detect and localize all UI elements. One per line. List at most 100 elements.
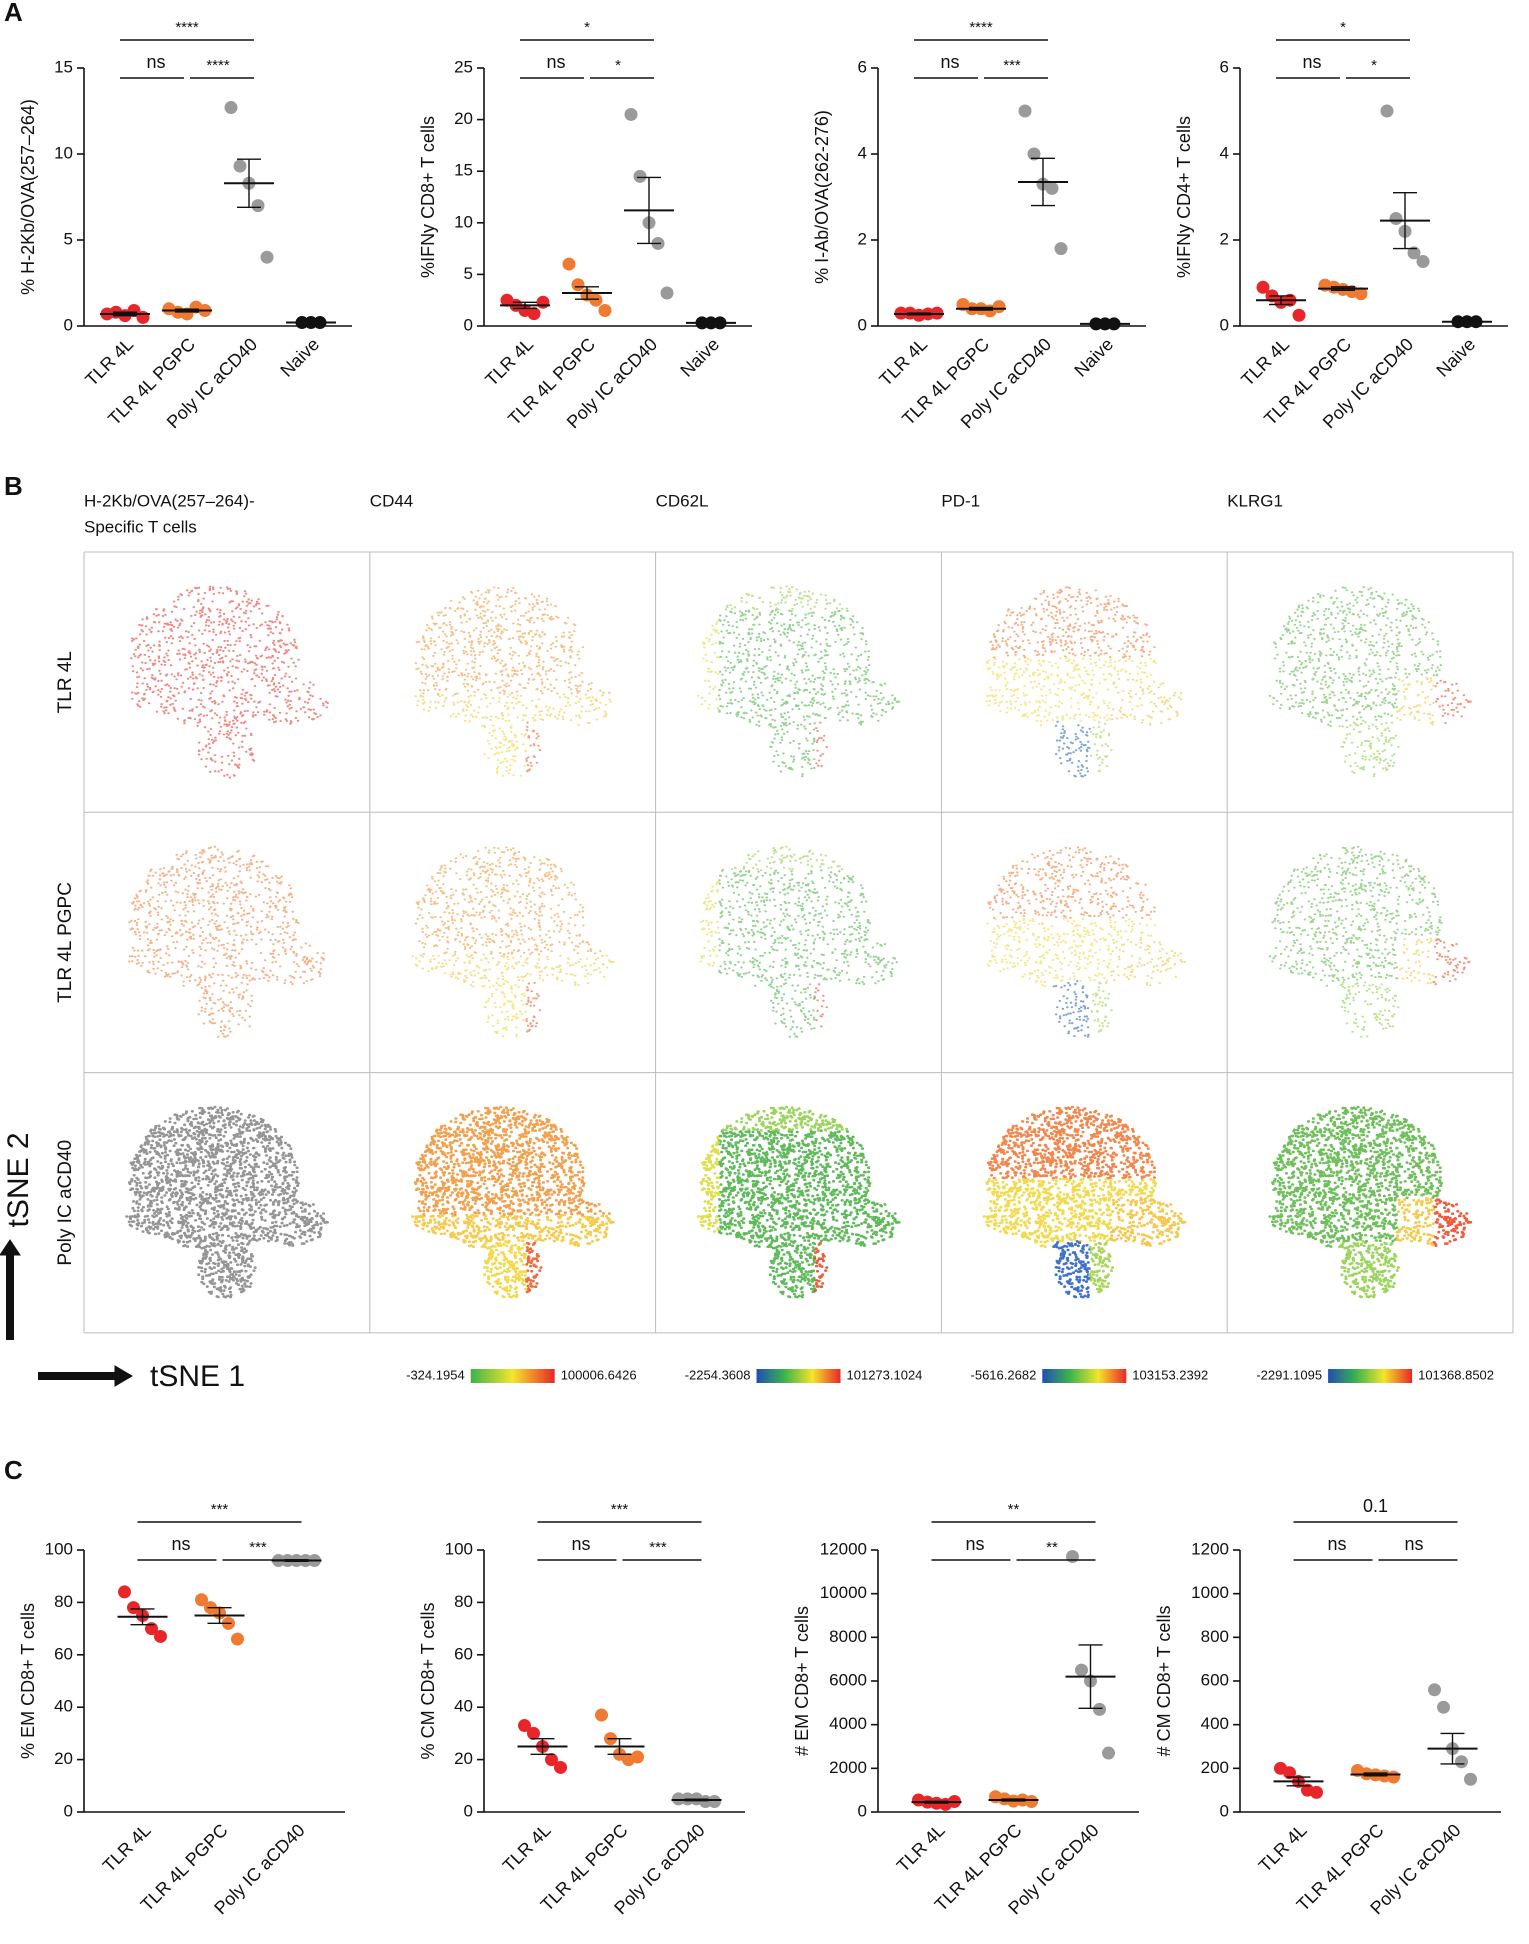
column-title: CD44 [370, 491, 413, 510]
sem-bar [607, 1737, 632, 1756]
tsne-cloud [411, 953, 615, 988]
sem-bar [237, 158, 261, 209]
sem-bar [907, 312, 931, 316]
tsne-cloud [813, 983, 828, 1028]
y-tick-label: 0 [464, 315, 473, 334]
tsne-cloud [1339, 981, 1400, 1038]
tsne-cloud [1268, 845, 1443, 987]
column-title: KLRG1 [1227, 491, 1283, 510]
data-point [536, 295, 550, 309]
y-tick-label: 2 [858, 229, 867, 248]
y-tick-label: 2 [1220, 229, 1229, 248]
data-point [1256, 280, 1270, 294]
y-tick-label: 100 [45, 1539, 73, 1558]
y-tick-label: 1000 [1191, 1583, 1229, 1602]
tsne-cloud [414, 846, 602, 956]
tsne-cloud [815, 721, 828, 767]
data-point [1292, 308, 1306, 322]
data-point [1389, 212, 1403, 225]
y-axis-label: %IFNy CD4+ T cells [1174, 116, 1194, 278]
column-title: PD-1 [941, 491, 980, 510]
tsne-cloud [413, 1105, 611, 1216]
y-tick-label: 0 [858, 315, 867, 334]
y-tick-label: 600 [1201, 1670, 1229, 1689]
panel-label: A [4, 0, 23, 27]
data-point [1416, 255, 1430, 268]
data-point [708, 1795, 721, 1809]
tsne-cloud [1089, 721, 1113, 773]
y-tick-label: 60 [454, 1644, 473, 1663]
tsne-cloud [125, 1105, 329, 1299]
tsne-cloud [1110, 678, 1183, 726]
sem-bar [530, 1737, 555, 1756]
y-tick-label: 60 [54, 1644, 73, 1663]
significance-label: **** [175, 19, 199, 36]
column-title: Specific T cells [84, 517, 197, 536]
y-tick-label: 5 [64, 229, 73, 248]
data-point [233, 159, 247, 173]
sem-bar [175, 308, 199, 313]
tsne-cloud [697, 620, 720, 710]
data-point [195, 1593, 208, 1607]
data-point [1093, 1702, 1106, 1716]
significance-label: ns [546, 52, 565, 72]
colorbar-max: 103153.2392 [1132, 1367, 1208, 1382]
row-title: Poly IC aCD40 [55, 1140, 76, 1266]
data-point [127, 1601, 140, 1615]
y-axis-label: %IFNy CD8+ T cells [418, 116, 438, 278]
tsne-cloud [1110, 936, 1187, 987]
significance-label: ns [171, 1534, 190, 1554]
x-tick-label: Naive [1070, 334, 1117, 381]
tsne-cloud [1434, 679, 1472, 724]
sem-bar [1363, 1772, 1388, 1777]
tsne-cloud [985, 657, 1157, 727]
y-tick-label: 0 [1220, 1801, 1229, 1820]
tsne-y-label: tSNE 2 [2, 1132, 35, 1227]
panel-label: C [4, 1455, 23, 1485]
tsne-cloud [1088, 1241, 1115, 1294]
tsne-cloud [481, 719, 528, 777]
y-tick-label: 8000 [829, 1627, 867, 1646]
tsne-cloud [1432, 1198, 1473, 1247]
y-tick-label: 0 [1220, 315, 1229, 334]
data-point [1354, 287, 1368, 301]
significance-label: ns [1327, 1534, 1346, 1554]
y-tick-label: 0 [64, 1801, 73, 1820]
tsne-cloud [1338, 719, 1400, 778]
data-point [631, 1750, 644, 1764]
data-point [1464, 1772, 1477, 1786]
sem-bar [113, 311, 137, 317]
y-tick-label: 6000 [829, 1670, 867, 1689]
sem-bar [1393, 192, 1417, 250]
sem-bar [1078, 1644, 1103, 1709]
x-tick-label: TLR 4L [481, 334, 537, 390]
sem-bar [637, 176, 661, 245]
sem-bar [1440, 1732, 1465, 1765]
tsne-cloud [480, 1240, 528, 1299]
colorbar-min: -2254.3608 [685, 1367, 751, 1382]
significance-label: ns [965, 1534, 984, 1554]
y-tick-label: 10 [454, 212, 473, 231]
data-point [672, 1792, 685, 1806]
data-point [1066, 1550, 1079, 1564]
colorbar-max: 100006.6426 [561, 1367, 637, 1382]
x-tick-label: TLR 4L [893, 1820, 949, 1876]
tsne-cloud [982, 1177, 1158, 1248]
y-tick-label: 200 [1201, 1758, 1229, 1777]
y-tick-label: 0 [464, 1801, 473, 1820]
tsne-cloud [986, 917, 1157, 988]
y-tick-label: 4 [1220, 143, 1229, 162]
tsne-cloud [989, 586, 1156, 659]
sem-bar [1001, 1798, 1026, 1802]
x-tick-label: Naive [676, 334, 723, 381]
colorbar-min: -5616.2682 [971, 1367, 1037, 1382]
data-point [1075, 1663, 1088, 1677]
data-point [527, 307, 541, 321]
data-point [1387, 1770, 1400, 1784]
data-point [154, 1629, 167, 1643]
y-tick-label: 10 [54, 143, 73, 162]
tsne-cloud [481, 980, 527, 1038]
data-point [1455, 1755, 1468, 1769]
data-point [1018, 104, 1032, 118]
